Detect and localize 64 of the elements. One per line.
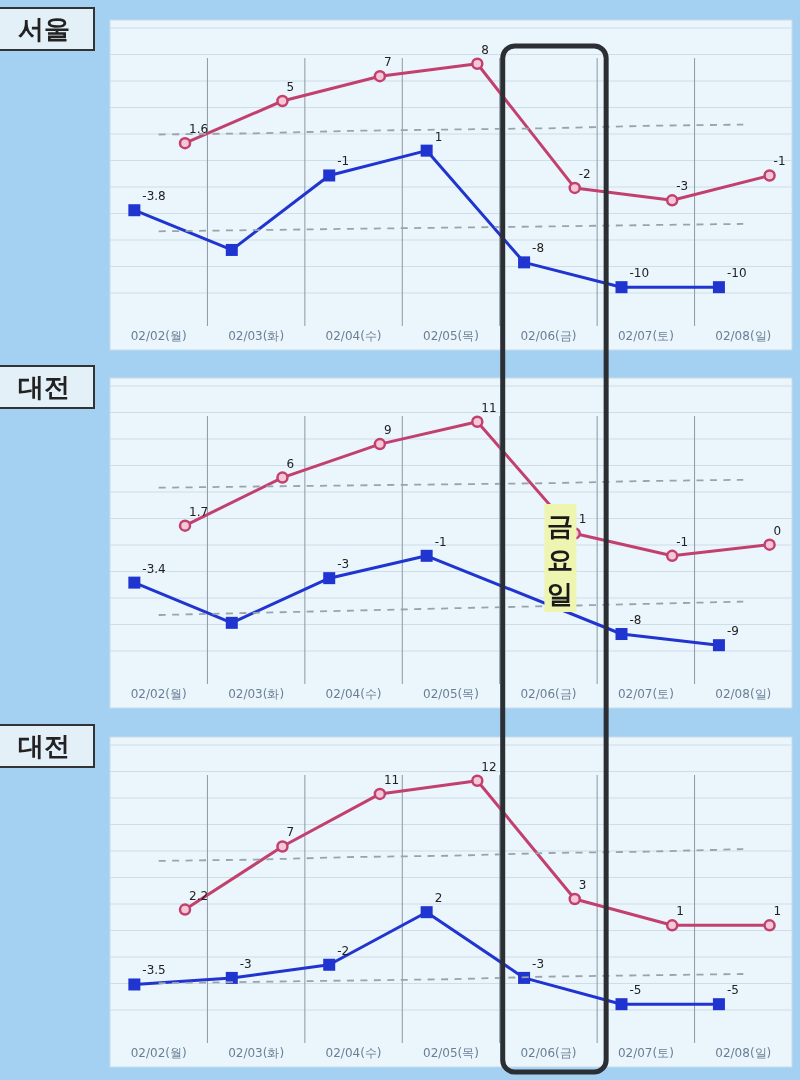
data-label: -8 (629, 613, 642, 628)
data-label: 1 (773, 904, 782, 919)
data-label: 9 (383, 423, 392, 438)
data-label: -5 (726, 983, 739, 998)
x-tick-label: 02/07(토) (617, 687, 674, 701)
data-label: -3.8 (142, 189, 166, 204)
data-label: 1.7 (189, 504, 209, 519)
data-label: -3.5 (142, 963, 166, 978)
x-tick-label: 02/05(목) (423, 687, 479, 701)
x-tick-label: 02/08(일) (715, 1046, 772, 1060)
x-tick-label: 02/08(일) (715, 687, 772, 701)
data-label: -10 (726, 266, 747, 281)
x-tick-label: 02/02(월) (130, 687, 187, 701)
x-tick-label: 02/04(수) (325, 329, 382, 343)
data-label: -5 (629, 983, 642, 998)
data-label: 7 (286, 825, 295, 840)
x-tick-label: 02/03(화) (228, 1046, 285, 1060)
x-tick-label: 02/07(토) (617, 329, 674, 343)
data-label: -3 (239, 956, 252, 971)
data-label: -8 (532, 241, 545, 256)
data-label: -1 (676, 534, 689, 549)
data-label: -1 (434, 534, 447, 549)
x-tick-label: 02/08(일) (715, 329, 772, 343)
x-tick-label: 02/04(수) (325, 687, 382, 701)
chart-title: 대전 (18, 731, 70, 761)
data-label: 5 (286, 79, 295, 94)
data-label: 1.6 (189, 122, 209, 137)
chart-title: 대전 (18, 372, 70, 402)
data-label: 11 (481, 400, 497, 415)
data-label: 2.2 (189, 888, 209, 903)
x-tick-label: 02/02(월) (130, 329, 187, 343)
data-label: -9 (726, 624, 739, 639)
data-label: -3 (676, 179, 689, 194)
x-tick-label: 02/06(금) (520, 329, 577, 343)
data-label: -2 (578, 166, 591, 181)
data-label: 3 (578, 878, 587, 893)
data-label: -3.4 (142, 561, 166, 576)
x-tick-label: 02/05(목) (423, 329, 479, 343)
band-label: 금요일 (547, 511, 574, 609)
data-label: 12 (481, 759, 497, 774)
x-tick-label: 02/03(화) (228, 687, 285, 701)
data-label: 8 (481, 42, 489, 57)
x-tick-label: 02/02(월) (130, 1046, 187, 1060)
x-tick-label: 02/04(수) (325, 1046, 382, 1060)
data-label: 0 (773, 523, 782, 538)
data-label: 1 (676, 904, 684, 919)
x-tick-label: 02/06(금) (520, 687, 577, 701)
data-label: 7 (383, 55, 392, 70)
x-tick-label: 02/06(금) (520, 1046, 577, 1060)
data-label: -3 (532, 956, 545, 971)
data-label: -3 (337, 557, 350, 572)
x-tick-label: 02/05(목) (423, 1046, 479, 1060)
x-tick-label: 02/03(화) (228, 329, 285, 343)
x-tick-label: 02/07(토) (617, 1046, 674, 1060)
data-label: 1 (578, 512, 587, 527)
data-label: -2 (337, 943, 350, 958)
data-label: -1 (337, 154, 350, 169)
data-label: 6 (286, 456, 295, 471)
data-label: 2 (434, 891, 443, 906)
chart-title: 서울 (18, 14, 70, 44)
data-label: -10 (629, 266, 650, 281)
data-label: 1 (434, 129, 443, 144)
data-label: 11 (383, 772, 400, 787)
data-label: -1 (773, 154, 786, 169)
